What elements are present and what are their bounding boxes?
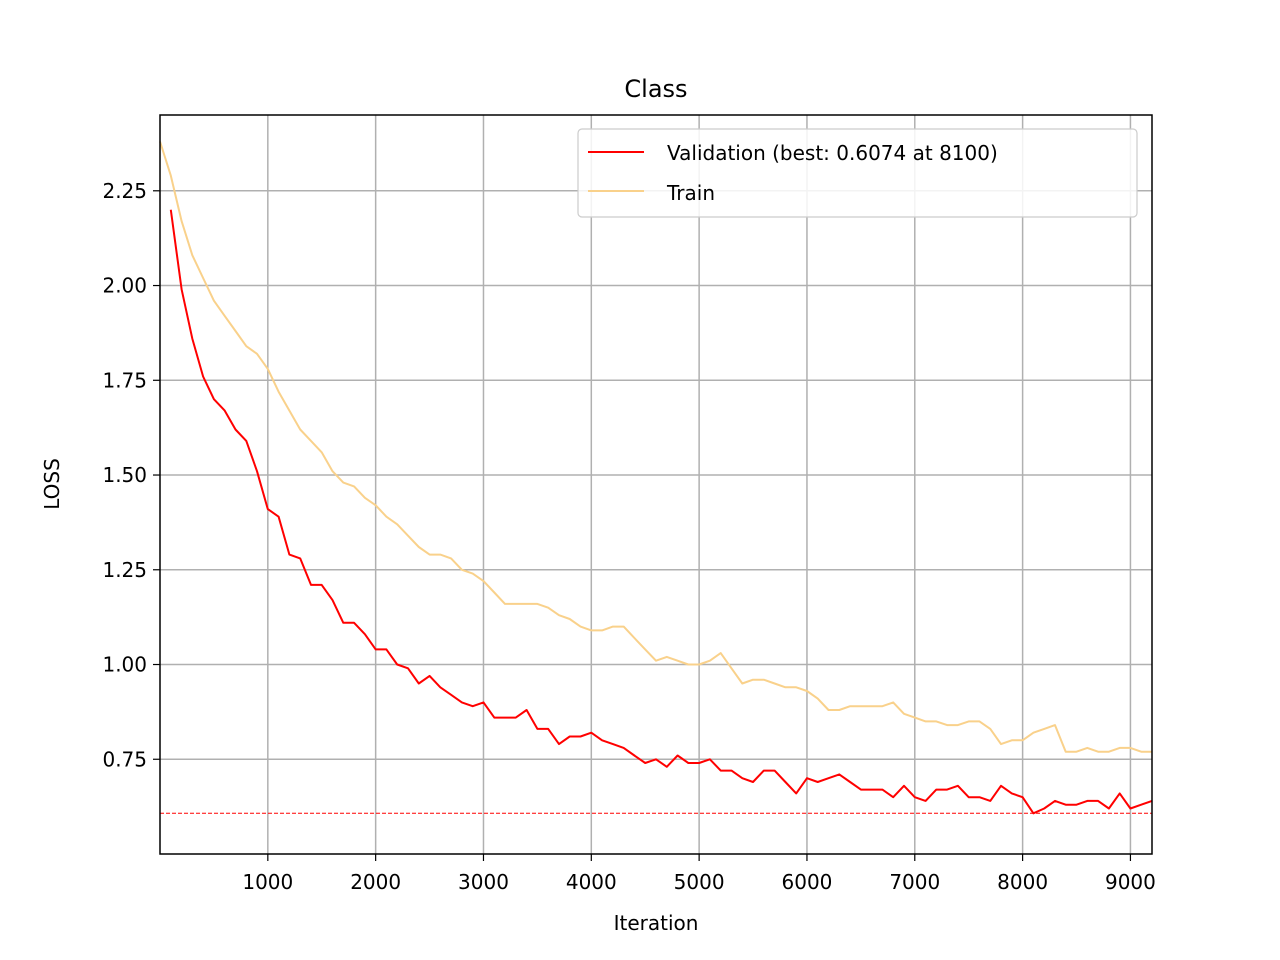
legend-label-validation: Validation (best: 0.6074 at 8100) bbox=[667, 141, 998, 165]
validation-series-line bbox=[169, 209, 1153, 815]
x-tick-label: 4000 bbox=[566, 870, 617, 894]
legend: Validation (best: 0.6074 at 8100) Train bbox=[577, 128, 1138, 218]
y-tick-label: 2.00 bbox=[102, 274, 147, 298]
x-tick-label: 9000 bbox=[1105, 870, 1156, 894]
x-tick-label: 8000 bbox=[997, 870, 1048, 894]
x-tick-label: 1000 bbox=[242, 870, 293, 894]
y-tick-label: 1.00 bbox=[102, 653, 147, 677]
y-tick-label: 1.50 bbox=[102, 463, 147, 487]
x-axis-label: Iteration bbox=[614, 911, 699, 935]
y-tick-label: 0.75 bbox=[102, 747, 147, 771]
y-tick-label: 2.25 bbox=[102, 179, 147, 203]
x-tick-label: 5000 bbox=[674, 870, 725, 894]
x-tick-label: 2000 bbox=[350, 870, 401, 894]
x-axis-ticks: 1000 2000 3000 4000 5000 6000 7000 8000 9000 bbox=[242, 854, 1156, 894]
x-tick-label: 3000 bbox=[458, 870, 509, 894]
series-lines bbox=[159, 141, 1153, 815]
y-tick-label: 1.75 bbox=[102, 368, 147, 392]
x-tick-label: 7000 bbox=[889, 870, 940, 894]
x-tick-label: 6000 bbox=[782, 870, 833, 894]
legend-label-train: Train bbox=[666, 181, 715, 205]
y-tick-label: 1.25 bbox=[102, 558, 147, 582]
legend-box bbox=[577, 128, 1138, 218]
y-axis-ticks: 0.75 1.00 1.25 1.50 1.75 2.00 2.25 bbox=[102, 179, 160, 771]
plot-frame bbox=[159, 114, 1153, 855]
y-axis-label: LOSS bbox=[40, 458, 64, 510]
chart-title: Class bbox=[624, 75, 687, 103]
train-series-line bbox=[159, 141, 1152, 753]
